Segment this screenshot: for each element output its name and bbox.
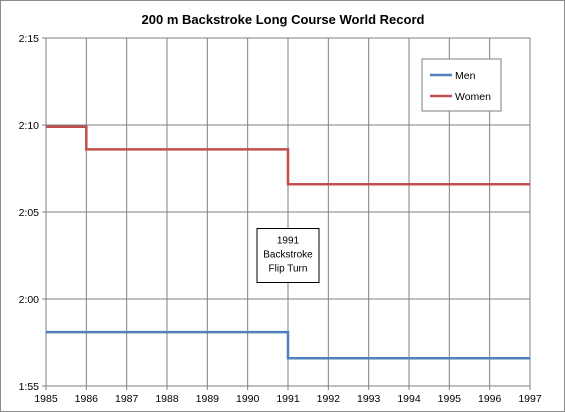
x-tick-label: 1989 — [196, 393, 220, 405]
x-tick-label: 1994 — [397, 393, 421, 405]
x-tick-label: 1997 — [518, 393, 542, 405]
legend-box — [421, 58, 502, 112]
annotation-line: 1991 — [277, 236, 300, 247]
x-tick-label: 1995 — [438, 393, 462, 405]
annotation-box — [256, 228, 320, 283]
x-tick-label: 1988 — [155, 393, 179, 405]
annotation-line: Backstroke — [263, 250, 313, 261]
x-tick-label: 1993 — [357, 393, 381, 405]
series-lines — [46, 125, 530, 360]
x-tick-label: 1990 — [236, 393, 260, 405]
axes — [42, 37, 531, 390]
tick-labels: 1985 1986 1987 1988 1989 1990 1991 1992 1993 1994… — [19, 33, 542, 405]
x-tick-label: 1992 — [317, 393, 341, 405]
legend: Men Women — [421, 58, 502, 112]
x-tick-label: 1985 — [34, 393, 58, 405]
y-tick-label: 2:10 — [19, 120, 40, 132]
plot-area-border — [45, 37, 531, 387]
y-tick-label: 2:05 — [19, 207, 40, 219]
legend-label-men: Men — [455, 70, 476, 82]
y-tick-label: 2:00 — [19, 294, 40, 306]
chart-title: 200 m Backstroke Long Course World Recor… — [142, 12, 425, 27]
x-tick-label: 1987 — [115, 393, 139, 405]
x-tick-label: 1991 — [276, 393, 300, 405]
legend-label-women: Women — [455, 91, 491, 103]
x-tick-label: 1996 — [478, 393, 502, 405]
y-tick-label: 1:55 — [19, 381, 40, 393]
y-tick-label: 2:15 — [19, 33, 40, 45]
annotation-line: Flip Turn — [269, 264, 308, 275]
x-tick-label: 1986 — [75, 393, 99, 405]
annotation: 1991 Backstroke Flip Turn — [256, 228, 320, 283]
series-line-men — [46, 330, 530, 360]
series-line-women — [46, 125, 530, 186]
